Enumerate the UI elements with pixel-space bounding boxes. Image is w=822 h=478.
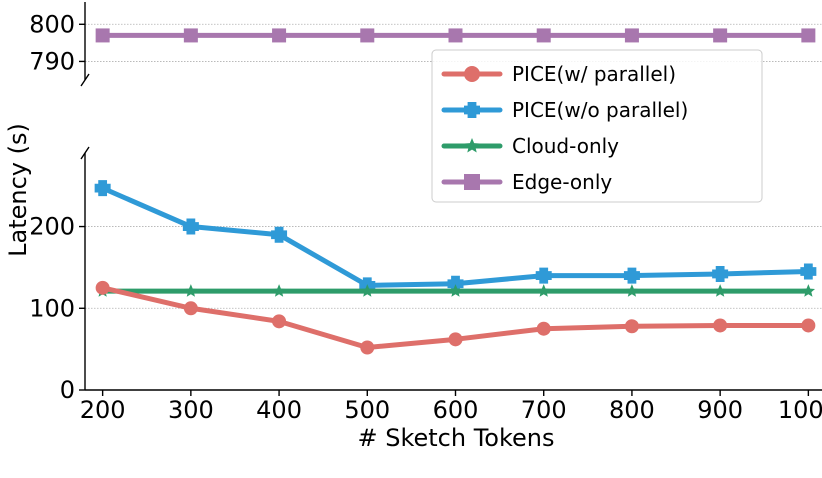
data-point	[623, 267, 640, 284]
series-pice-w-parallel	[95, 280, 816, 355]
data-point	[360, 340, 375, 355]
data-point	[624, 28, 639, 43]
data-point	[713, 318, 728, 333]
legend-marker	[464, 102, 480, 118]
data-point	[448, 284, 463, 297]
y-tick-label: 790	[29, 47, 75, 75]
series-cloud-only	[95, 284, 816, 297]
legend-marker	[464, 66, 480, 82]
axis-break-mark	[80, 146, 90, 160]
legend-label: Edge-only	[512, 170, 612, 194]
axes	[79, 2, 822, 396]
x-tick-label: 700	[521, 396, 567, 424]
legend-label: PICE(w/o parallel)	[512, 98, 688, 122]
data-point	[447, 275, 464, 292]
legend-box	[431, 49, 763, 203]
y-tick-label: 200	[29, 213, 75, 241]
data-point	[801, 28, 816, 43]
data-point	[184, 284, 198, 297]
series-edge-only	[95, 28, 816, 43]
data-point	[712, 265, 729, 282]
data-point	[536, 321, 551, 336]
x-axis-label: # Sketch Tokens	[357, 424, 554, 452]
axis-break-mark	[80, 73, 90, 87]
data-point	[182, 218, 199, 235]
x-tick-label: 800	[609, 396, 655, 424]
data-point	[272, 314, 287, 329]
data-point	[537, 284, 551, 297]
data-point	[272, 28, 287, 43]
x-tick-label: 900	[697, 396, 743, 424]
legend-label: Cloud-only	[512, 134, 619, 158]
x-tick-label: 500	[344, 396, 390, 424]
legend-marker	[464, 174, 480, 190]
x-tick-label: 300	[168, 396, 214, 424]
data-point	[95, 280, 110, 295]
legend: PICE(w/ parallel) PICE(w/o parallel) Cloud…	[431, 49, 763, 203]
x-tick-label: 600	[433, 396, 479, 424]
data-point	[801, 318, 816, 333]
data-point	[360, 28, 375, 43]
series-lines	[94, 28, 817, 355]
data-point	[536, 28, 551, 43]
data-point	[271, 226, 288, 243]
data-point	[360, 284, 374, 297]
data-point	[535, 267, 552, 284]
legend-marker	[464, 138, 480, 153]
data-point	[625, 284, 639, 297]
data-point	[713, 284, 727, 297]
data-point	[272, 284, 286, 297]
y-tick-label: 100	[29, 294, 75, 322]
series-pice-w-o-parallel	[94, 180, 817, 294]
legend-item: Cloud-only	[441, 134, 619, 158]
data-point	[800, 263, 817, 280]
x-tick-label: 200	[80, 396, 126, 424]
data-point	[713, 28, 728, 43]
tick-labels: 0 100 200 790 800 200 300 400 500 600 700 800 900 100…	[29, 10, 822, 424]
data-point	[448, 28, 463, 43]
data-point	[183, 28, 198, 43]
data-point	[624, 319, 639, 334]
data-point	[801, 284, 816, 297]
legend-label: PICE(w/ parallel)	[512, 62, 676, 86]
legend-item: Edge-only	[441, 170, 612, 194]
series-line	[100, 185, 811, 288]
x-tick-label: 1000	[778, 396, 822, 424]
data-point	[95, 28, 110, 43]
y-tick-label: 800	[29, 10, 75, 38]
data-point	[448, 332, 463, 347]
legend-item: PICE(w/ parallel)	[441, 62, 676, 86]
y-tick-label: 0	[60, 376, 75, 404]
x-tick-label: 400	[256, 396, 302, 424]
data-point	[94, 180, 111, 197]
data-point	[183, 301, 198, 316]
legend-item: PICE(w/o parallel)	[441, 98, 688, 122]
y-axis-label: Latency (s)	[4, 123, 32, 257]
